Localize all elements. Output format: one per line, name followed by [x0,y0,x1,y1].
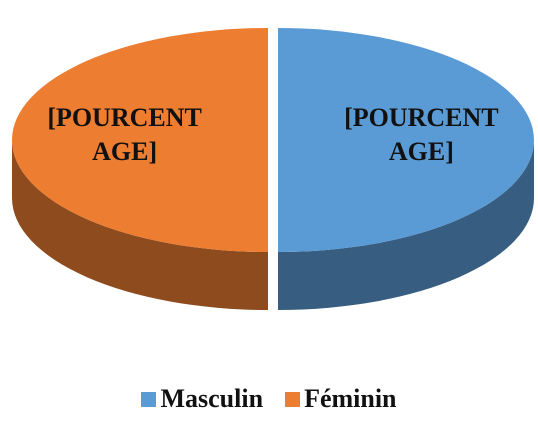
data-label: [POURCENT AGE] [344,103,499,166]
legend-item: Féminin [285,384,397,414]
legend: Masculin Féminin [0,384,538,414]
legend-item: Masculin [141,384,263,414]
slice-side [12,140,268,310]
slice [12,28,268,252]
data-label: [POURCENT AGE] [47,103,202,166]
legend-label: Féminin [304,384,397,413]
pie-area [12,28,534,310]
legend-label: Masculin [160,384,264,413]
legend-swatch [141,391,157,407]
slice [278,28,534,252]
slice-side [278,140,534,310]
legend-swatch [285,391,301,407]
